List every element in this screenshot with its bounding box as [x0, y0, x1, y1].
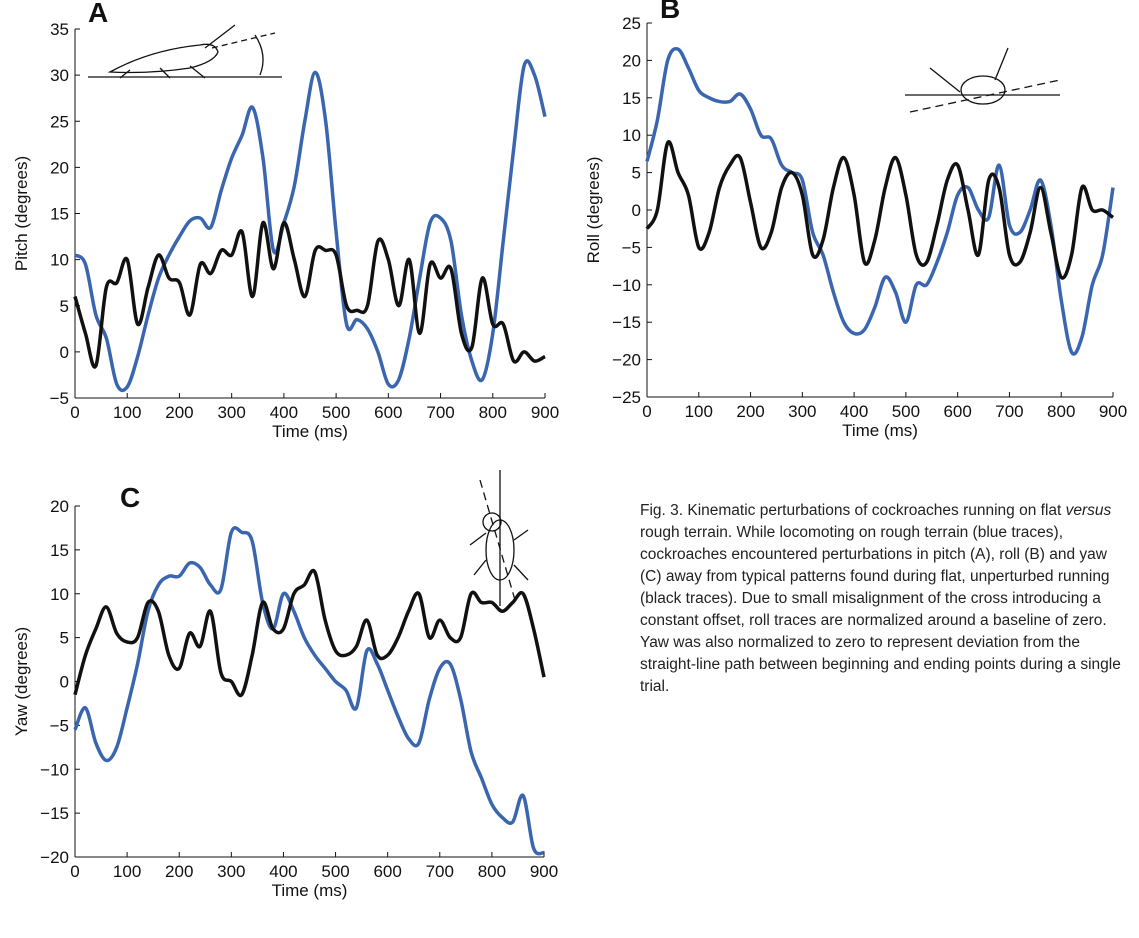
line: [73, 220, 546, 369]
y-tick-label: −20: [612, 351, 641, 370]
x-tick-label: 200: [165, 862, 193, 881]
y-tick-label: 20: [50, 158, 69, 177]
y-axis-label: Pitch (degrees): [12, 156, 31, 271]
y-tick-label: 0: [60, 673, 69, 692]
y-tick-label: 5: [60, 629, 69, 648]
panel-label: A: [88, 0, 108, 28]
y-tick-label: 15: [50, 205, 69, 224]
x-tick-label: 300: [217, 862, 245, 881]
y-tick-label: 30: [50, 66, 69, 85]
y-axis-label: Roll (degrees): [584, 157, 603, 264]
y-tick-label: 0: [632, 201, 641, 220]
line: [73, 526, 545, 856]
x-tick-label: 400: [270, 403, 298, 422]
x-tick-label: 600: [374, 403, 402, 422]
y-tick-label: 15: [50, 541, 69, 560]
y-tick-label: −5: [50, 389, 69, 408]
x-tick-label: 300: [217, 403, 245, 422]
y-tick-label: 25: [622, 14, 641, 33]
x-tick-label: 700: [426, 862, 454, 881]
x-tick-label: 500: [321, 862, 349, 881]
x-tick-label: 600: [943, 402, 971, 421]
x-tick-label: 0: [70, 403, 79, 422]
x-tick-label: 200: [736, 402, 764, 421]
cockroach-side-sketch: [88, 24, 282, 79]
y-tick-label: 5: [60, 297, 69, 316]
x-tick-label: 100: [113, 862, 141, 881]
line: [645, 140, 1115, 280]
line: [645, 46, 1115, 356]
x-tick-label: 300: [788, 402, 816, 421]
x-tick-label: 800: [1047, 402, 1075, 421]
x-axis-label: Time (ms): [842, 421, 918, 440]
x-tick-label: 900: [531, 403, 559, 422]
x-tick-label: 400: [840, 402, 868, 421]
x-tick-label: 800: [479, 403, 507, 422]
x-tick-label: 400: [269, 862, 297, 881]
panel: −25 −20 −15 −10 −5 0 5 10 15 20 25 0 100 200 300 400 500…: [584, 0, 1127, 440]
y-tick-label: 10: [50, 585, 69, 604]
y-tick-label: 20: [50, 497, 69, 516]
caption: Fig. 3. Kinematic perturbations of cockr…: [640, 500, 1132, 698]
x-tick-label: 800: [478, 862, 506, 881]
y-tick-label: 35: [50, 20, 69, 39]
x-tick-label: 500: [892, 402, 920, 421]
x-axis-label: Time (ms): [272, 422, 348, 441]
y-tick-label: −5: [50, 716, 69, 735]
y-tick-label: 0: [60, 343, 69, 362]
y-tick-label: −5: [622, 238, 641, 257]
x-tick-label: 100: [685, 402, 713, 421]
y-tick-label: 10: [50, 251, 69, 270]
y-tick-label: −10: [40, 760, 69, 779]
x-tick-label: 600: [373, 862, 401, 881]
y-tick-label: 10: [622, 126, 641, 145]
y-tick-label: −15: [612, 313, 641, 332]
x-tick-label: 0: [642, 402, 651, 421]
caption-text: rough terrain. While locomoting on rough…: [640, 524, 1121, 695]
y-tick-label: −25: [612, 388, 641, 407]
x-tick-label: 700: [426, 403, 454, 422]
y-tick-label: 25: [50, 112, 69, 131]
x-tick-label: 500: [322, 403, 350, 422]
y-tick-label: 20: [622, 51, 641, 70]
x-tick-label: 0: [70, 862, 79, 881]
y-tick-label: −10: [612, 276, 641, 295]
x-tick-label: 200: [165, 403, 193, 422]
y-axis-label: Yaw (degrees): [12, 627, 31, 736]
y-tick-label: 5: [632, 164, 641, 183]
y-tick-label: 15: [622, 89, 641, 108]
x-tick-label: 100: [113, 403, 141, 422]
y-tick-label: −15: [40, 804, 69, 823]
x-tick-label: 700: [995, 402, 1023, 421]
line: [73, 568, 546, 698]
cockroach-top-sketch: [469, 470, 529, 606]
line: [73, 59, 547, 393]
cockroach-front-sketch: [905, 47, 1061, 113]
panel-label: C: [120, 482, 140, 513]
x-tick-label: 900: [530, 862, 558, 881]
caption-text: Fig. 3. Kinematic perturbations of cockr…: [640, 502, 1066, 519]
y-tick-label: −20: [40, 848, 69, 867]
caption-italic: versus: [1065, 502, 1112, 519]
x-tick-label: 900: [1099, 402, 1127, 421]
panel-label: B: [660, 0, 680, 24]
x-axis-label: Time (ms): [272, 881, 348, 900]
